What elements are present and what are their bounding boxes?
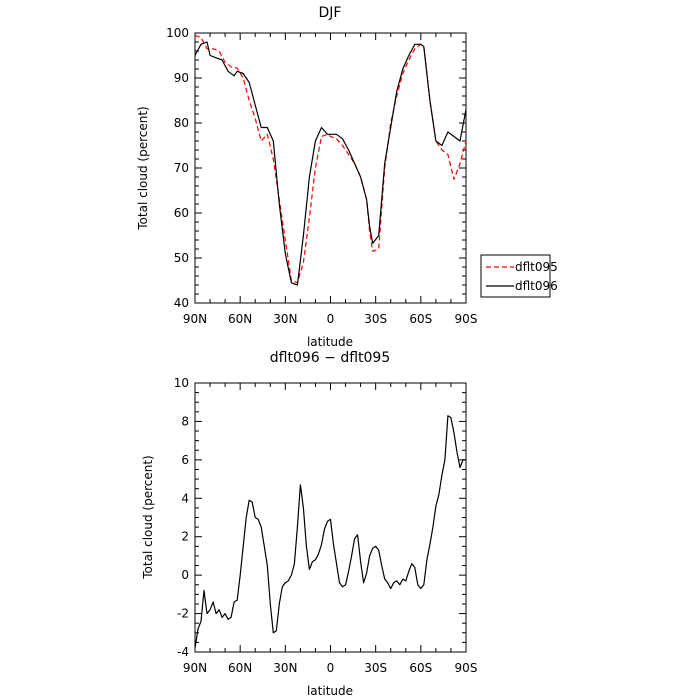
bottom-xlabel: latitude: [307, 684, 353, 698]
top-y-tick-label: 90: [174, 71, 189, 85]
top-title: DJF: [319, 5, 342, 21]
top-x-tick-label: 30N: [273, 312, 297, 326]
bottom-title: dflt096 − dflt095: [270, 350, 390, 366]
top-x-tick-label: 60N: [228, 312, 252, 326]
bottom-y-tick-label: 6: [181, 453, 189, 467]
bottom-x-tick-label: 0: [327, 661, 335, 675]
bottom-y-tick-label: 10: [174, 376, 189, 390]
bottom-y-tick-label: 0: [181, 568, 189, 582]
top-y-tick-label: 70: [174, 161, 189, 175]
top-series-line-dflt095: [194, 34, 467, 284]
legend: dflt095 dflt096: [480, 254, 558, 298]
bottom-x-tick-label: 90N: [183, 661, 207, 675]
bottom-series-line-0: [194, 415, 466, 649]
bottom-x-tick-label: 90S: [455, 661, 478, 675]
top-x-tick-label: 0: [327, 312, 335, 326]
top-y-tick-label: 80: [174, 116, 189, 130]
top-y-tick-label: 60: [174, 206, 189, 220]
top-ylabel: Total cloud (percent): [136, 106, 150, 230]
bottom-y-tick-label: -4: [177, 645, 189, 659]
top-series-line-dflt096: [194, 41, 467, 286]
bottom-x-tick-label: 30S: [364, 661, 387, 675]
top-panel: DJF 90N 60N 30N 0 30S 60S 90S 40 50 60 70 80 90 100 l…: [136, 5, 558, 349]
bottom-y-tick-label: 2: [181, 530, 189, 544]
bottom-y-tick-label: 8: [181, 414, 189, 428]
bottom-panel: dflt096 − dflt095 90N 60N 30N 0 30S 60S 90S -4 -…: [141, 350, 477, 698]
top-ticks: 90N 60N 30N 0 30S 60S 90S 40 50 60 70 80 90 100: [166, 26, 477, 326]
top-series: [194, 34, 467, 286]
legend-label-dflt095: dflt095: [515, 260, 558, 274]
bottom-x-tick-label: 60N: [228, 661, 252, 675]
bottom-plot-frame: [194, 382, 467, 653]
top-x-tick-label: 90S: [455, 312, 478, 326]
bottom-series: [194, 415, 466, 649]
legend-label-dflt096: dflt096: [515, 279, 558, 293]
top-y-tick-label: 100: [166, 26, 189, 40]
top-x-tick-label: 90N: [183, 312, 207, 326]
bottom-y-tick-label: 4: [181, 491, 189, 505]
top-x-tick-label: 30S: [364, 312, 387, 326]
top-xlabel: latitude: [307, 335, 353, 349]
bottom-ylabel: Total cloud (percent): [141, 455, 155, 579]
top-y-tick-label: 40: [174, 296, 189, 310]
legend-box: [480, 254, 551, 298]
bottom-x-tick-label: 30N: [273, 661, 297, 675]
bottom-y-tick-label: -2: [177, 607, 189, 621]
top-y-tick-label: 50: [174, 251, 189, 265]
bottom-x-tick-label: 60S: [409, 661, 432, 675]
top-x-tick-label: 60S: [409, 312, 432, 326]
